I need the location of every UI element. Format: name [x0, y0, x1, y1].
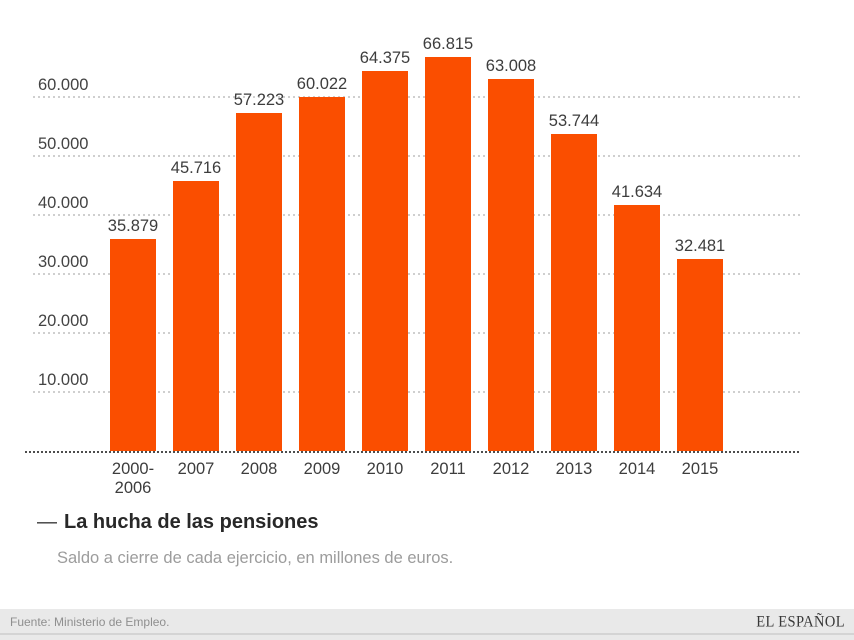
chart-title: La hucha de las pensiones — [64, 511, 319, 533]
bar-value-label: 64.375 — [359, 49, 411, 67]
gridline-60.000 — [33, 96, 800, 98]
bar-2014 — [614, 205, 660, 451]
x-axis-label: 2000- 2006 — [111, 460, 155, 497]
brand-logo: EL ESPAÑOL — [756, 613, 845, 631]
bar-value-label: 45.716 — [170, 159, 222, 177]
gridline-30.000 — [33, 273, 800, 275]
bar-value-label: 32.481 — [674, 237, 726, 255]
y-axis-tick-label: 50.000 — [38, 135, 89, 153]
x-axis-label: 2009 — [303, 460, 341, 478]
gridline-40.000 — [33, 214, 800, 216]
gridline-10.000 — [33, 391, 800, 393]
y-axis-tick-label: 60.000 — [38, 76, 89, 94]
bar-2009 — [299, 97, 345, 451]
bar-value-label: 63.008 — [485, 57, 537, 75]
bar-value-label: 35.879 — [107, 217, 159, 235]
bar-value-label: 41.634 — [611, 183, 663, 201]
chart-legend: — La hucha de las pensiones — [37, 511, 319, 534]
bar-2011 — [425, 57, 471, 451]
bar-2000-2006 — [110, 239, 156, 451]
bar-2007 — [173, 181, 219, 451]
y-axis-tick-label: 30.000 — [38, 253, 89, 271]
y-axis-tick-label: 10.000 — [38, 371, 89, 389]
bar-2008 — [236, 113, 282, 451]
bar-2010 — [362, 71, 408, 451]
footer-divider — [0, 633, 854, 635]
x-axis-label: 2011 — [430, 460, 466, 478]
bar-value-label: 57.223 — [233, 91, 285, 109]
y-axis-tick-label: 40.000 — [38, 194, 89, 212]
source-note: Fuente: Ministerio de Empleo. — [10, 615, 170, 629]
gridline-20.000 — [33, 332, 800, 334]
gridline-50.000 — [33, 155, 800, 157]
bar-2015 — [677, 259, 723, 451]
bar-2013 — [551, 134, 597, 451]
x-axis-label: 2014 — [618, 460, 656, 478]
x-axis-label: 2008 — [240, 460, 278, 478]
x-axis-label: 2007 — [177, 460, 215, 478]
footer-bar: Fuente: Ministerio de Empleo. EL ESPAÑOL — [0, 609, 854, 640]
x-axis-baseline — [25, 451, 800, 453]
bar-chart: 10.000 20.000 30.000 40.000 50.000 60.000 35.8… — [25, 35, 800, 497]
bar-value-label: 53.744 — [548, 112, 600, 130]
x-axis-label: 2015 — [681, 460, 719, 478]
bar-value-label: 60.022 — [296, 75, 348, 93]
y-axis-tick-label: 20.000 — [38, 312, 89, 330]
bar-2012 — [488, 79, 534, 451]
x-axis-label: 2012 — [492, 460, 530, 478]
bar-value-label: 66.815 — [422, 35, 474, 53]
chart-subtitle: Saldo a cierre de cada ejercicio, en mil… — [57, 549, 454, 567]
x-axis-label: 2010 — [366, 460, 404, 478]
x-axis-label: 2013 — [555, 460, 593, 478]
legend-dash: — — [37, 511, 57, 533]
